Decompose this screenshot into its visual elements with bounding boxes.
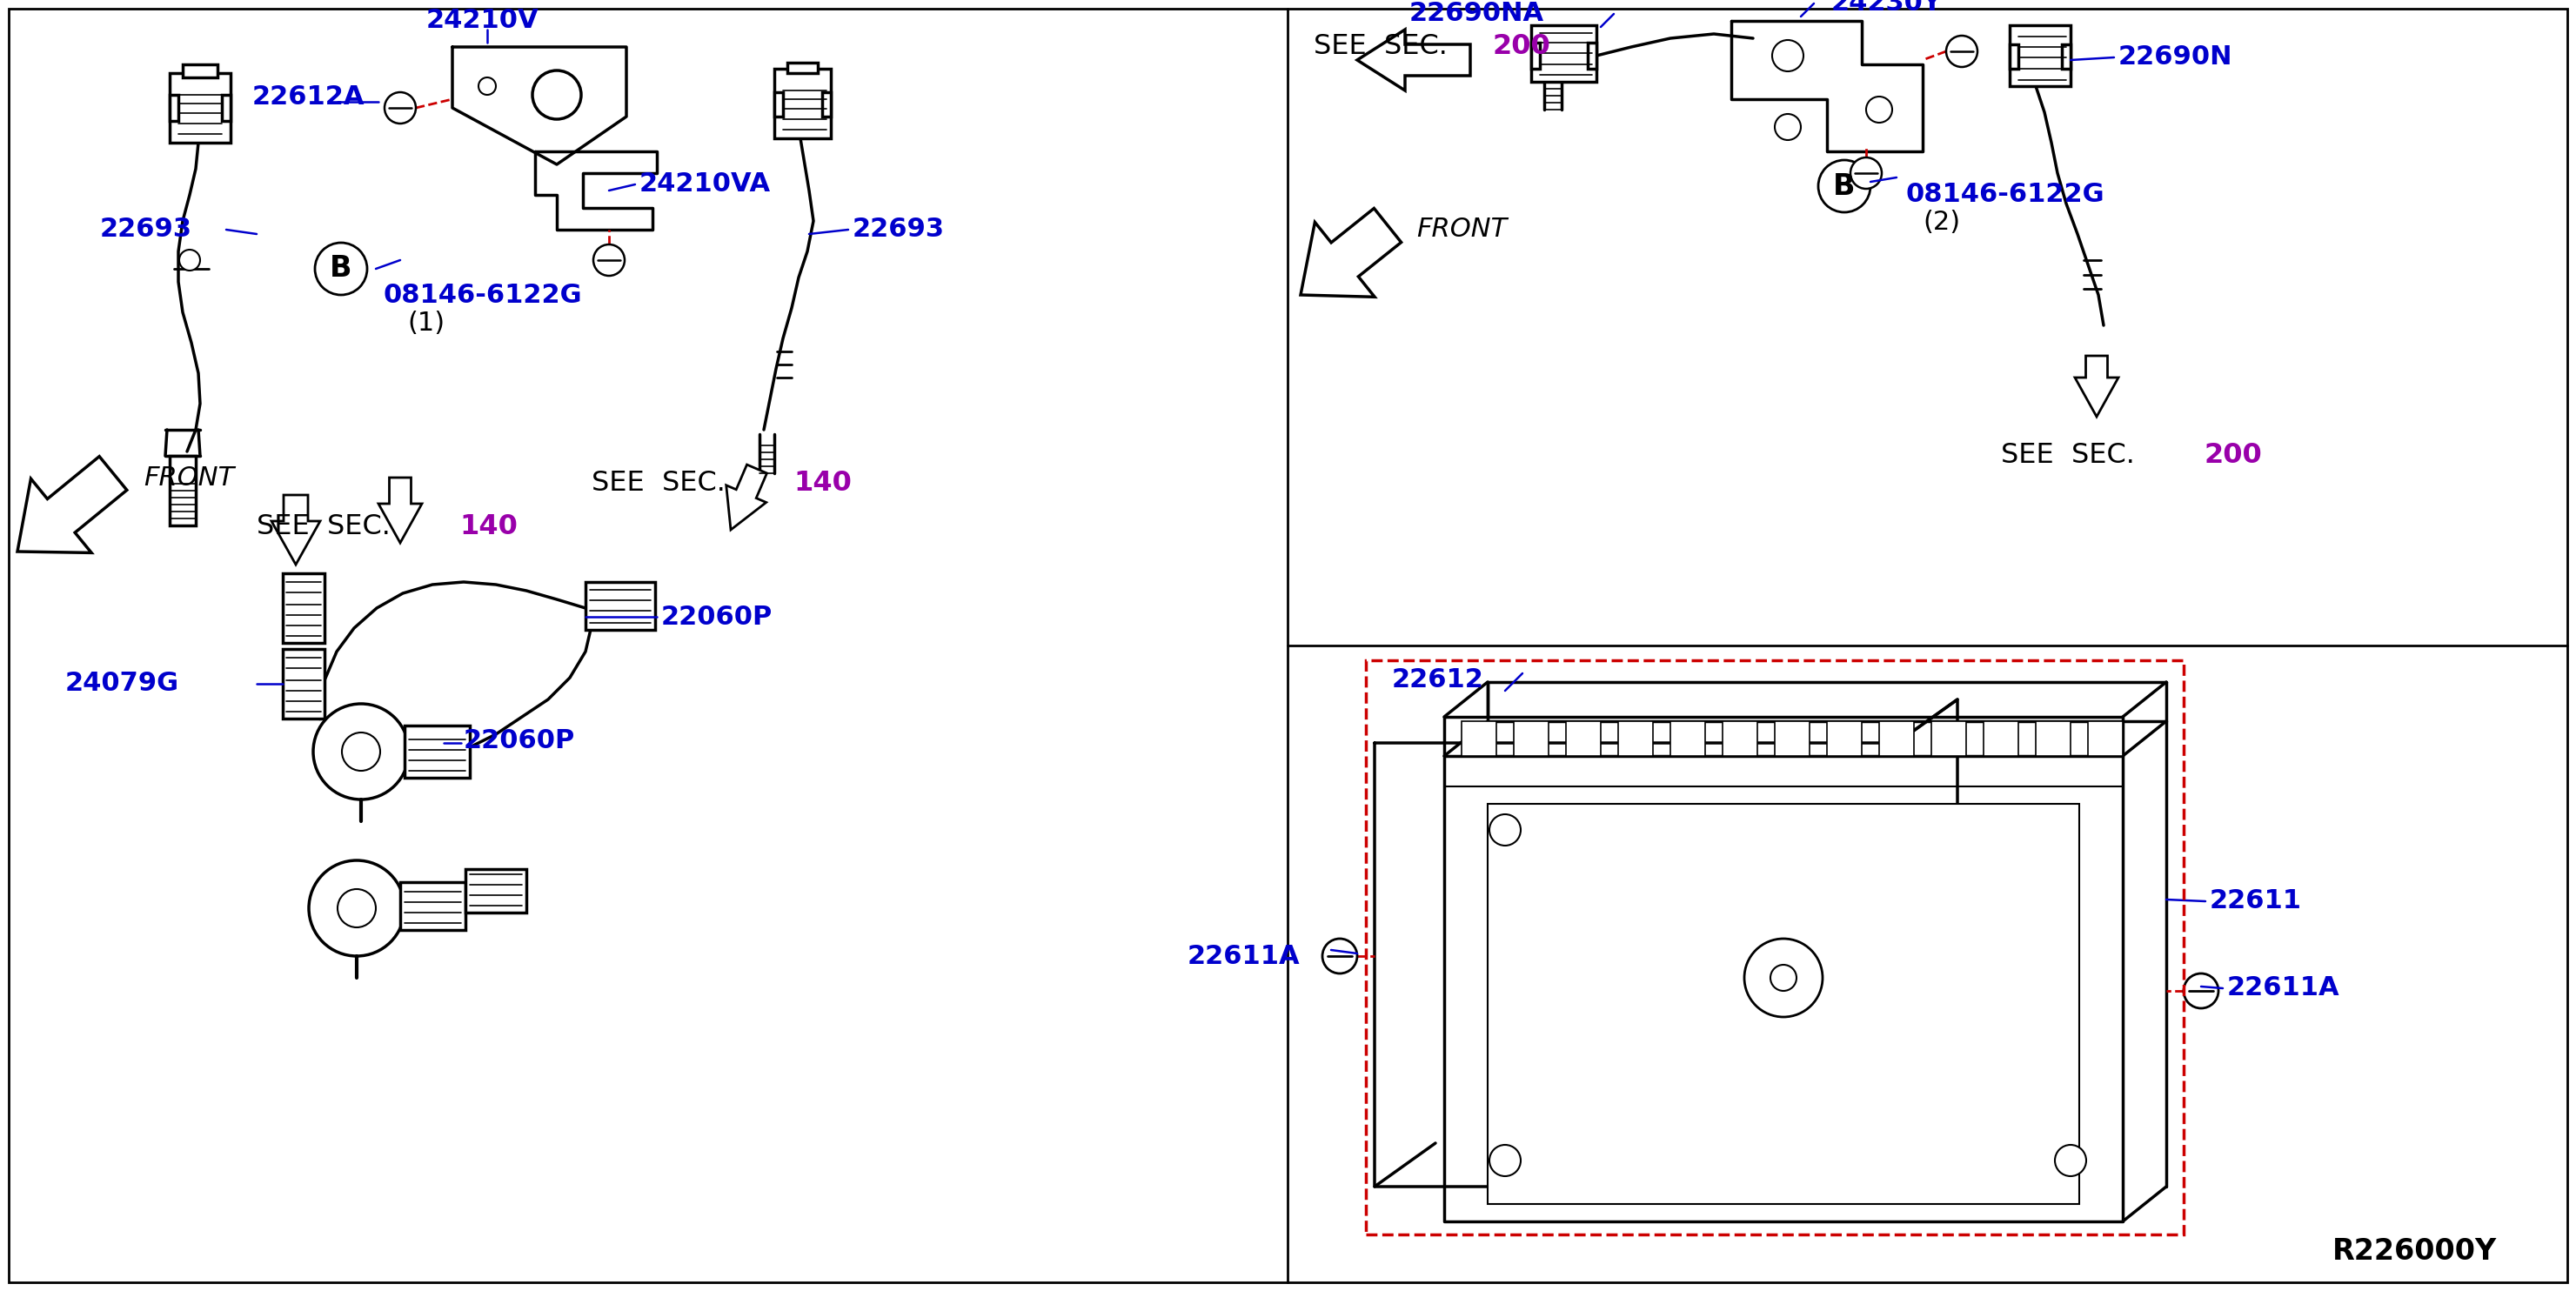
Circle shape xyxy=(592,244,623,276)
Bar xyxy=(822,92,832,116)
Circle shape xyxy=(1489,815,1520,846)
Bar xyxy=(1775,722,1808,757)
Bar xyxy=(1984,722,2020,757)
Bar xyxy=(1515,722,1548,757)
Text: SEE  SEC.: SEE SEC. xyxy=(592,470,726,497)
Text: (2): (2) xyxy=(1922,210,1960,235)
Text: 22060P: 22060P xyxy=(662,604,773,630)
Polygon shape xyxy=(1301,208,1401,297)
Bar xyxy=(283,649,325,719)
Text: 22612A: 22612A xyxy=(252,85,366,110)
Circle shape xyxy=(1770,964,1795,991)
Bar xyxy=(585,582,654,630)
Bar xyxy=(2035,722,2071,757)
Bar xyxy=(775,92,783,116)
Text: 24210VA: 24210VA xyxy=(639,172,770,198)
Bar xyxy=(2089,722,2123,757)
Bar xyxy=(283,573,325,643)
Polygon shape xyxy=(726,465,768,529)
Text: 24230Y: 24230Y xyxy=(1832,0,1942,15)
Text: 24079G: 24079G xyxy=(64,671,180,696)
Bar xyxy=(1530,43,1540,68)
Polygon shape xyxy=(2074,356,2117,417)
Bar xyxy=(170,456,196,525)
Text: 22693: 22693 xyxy=(853,217,945,243)
Text: 22693: 22693 xyxy=(100,217,193,243)
Text: SEE  SEC.: SEE SEC. xyxy=(258,514,392,541)
Text: 22611: 22611 xyxy=(2210,888,2303,914)
Bar xyxy=(1461,722,1497,757)
Bar xyxy=(1618,722,1654,757)
Text: 22060P: 22060P xyxy=(464,728,574,754)
Circle shape xyxy=(1819,160,1870,212)
Bar xyxy=(170,94,178,121)
Bar xyxy=(1878,722,1914,757)
Bar xyxy=(2061,44,2071,68)
Bar xyxy=(466,869,526,913)
Bar xyxy=(183,65,216,77)
Bar xyxy=(1826,722,1862,757)
Circle shape xyxy=(1744,939,1824,1017)
Text: SEE  SEC.: SEE SEC. xyxy=(1314,34,1448,61)
Circle shape xyxy=(337,889,376,927)
Text: 22611A: 22611A xyxy=(1188,944,1301,968)
Text: 08146-6122G: 08146-6122G xyxy=(1906,182,2105,208)
Circle shape xyxy=(309,860,404,957)
Bar xyxy=(1530,26,1597,81)
Circle shape xyxy=(384,92,415,124)
Text: 22690N: 22690N xyxy=(2117,45,2233,70)
Polygon shape xyxy=(1358,30,1471,90)
Bar xyxy=(222,94,229,121)
Text: 140: 140 xyxy=(793,470,853,497)
Circle shape xyxy=(1945,36,1978,67)
Bar xyxy=(1566,722,1600,757)
Text: 200: 200 xyxy=(1492,34,1551,61)
Bar xyxy=(1669,722,1705,757)
Circle shape xyxy=(2184,973,2218,1008)
Circle shape xyxy=(479,77,497,94)
Polygon shape xyxy=(270,494,319,564)
Text: FRONT: FRONT xyxy=(1417,217,1507,243)
Circle shape xyxy=(314,243,368,294)
Circle shape xyxy=(533,71,582,119)
Circle shape xyxy=(1772,40,1803,71)
Text: (1): (1) xyxy=(407,310,446,336)
Bar xyxy=(1723,722,1757,757)
Circle shape xyxy=(1850,158,1880,188)
Bar xyxy=(399,882,466,930)
Text: 24210V: 24210V xyxy=(425,8,538,34)
Bar xyxy=(788,63,817,74)
Circle shape xyxy=(1489,1145,1520,1176)
Circle shape xyxy=(1865,97,1893,123)
Text: 08146-6122G: 08146-6122G xyxy=(384,283,582,307)
Text: B: B xyxy=(1834,172,1855,200)
Bar xyxy=(775,68,832,138)
Text: FRONT: FRONT xyxy=(144,465,234,491)
Circle shape xyxy=(343,732,381,771)
Text: 140: 140 xyxy=(459,514,518,541)
Bar xyxy=(1365,660,2184,1234)
Bar xyxy=(1489,804,2079,1205)
Circle shape xyxy=(1321,939,1358,973)
Circle shape xyxy=(1775,114,1801,139)
Circle shape xyxy=(180,249,201,271)
Text: 22612: 22612 xyxy=(1391,667,1484,693)
Text: B: B xyxy=(330,254,353,283)
Bar xyxy=(404,726,469,777)
Polygon shape xyxy=(18,457,126,553)
Bar xyxy=(2009,44,2020,68)
Polygon shape xyxy=(379,478,422,542)
Text: 22611A: 22611A xyxy=(2228,976,2339,1001)
Text: 200: 200 xyxy=(2202,443,2262,470)
Text: R226000Y: R226000Y xyxy=(2331,1238,2496,1266)
Bar xyxy=(1932,722,1965,757)
Bar xyxy=(1587,43,1597,68)
Text: 22690NA: 22690NA xyxy=(1409,1,1546,27)
Text: SEE  SEC.: SEE SEC. xyxy=(2002,443,2136,470)
Bar xyxy=(170,74,229,143)
Circle shape xyxy=(2056,1145,2087,1176)
Bar xyxy=(2009,26,2071,86)
Circle shape xyxy=(314,704,410,799)
